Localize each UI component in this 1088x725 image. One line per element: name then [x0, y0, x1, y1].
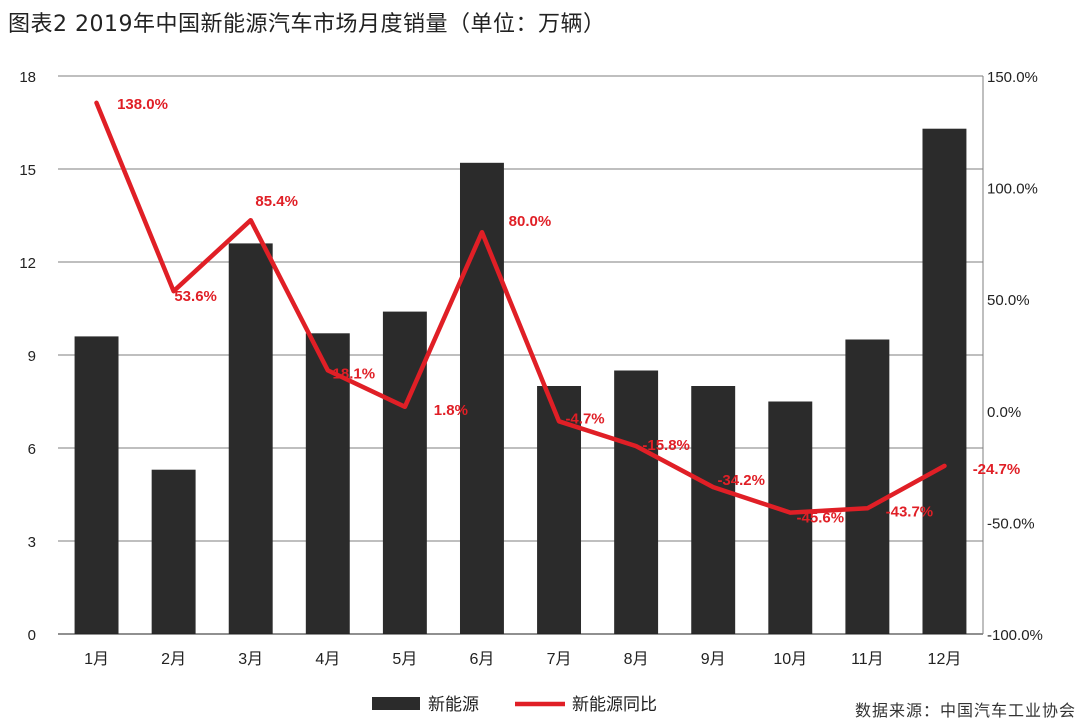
bar — [74, 336, 119, 634]
data-label: -45.6% — [797, 510, 845, 527]
gridlines — [58, 75, 983, 542]
x-tick-label: 12月 — [928, 651, 962, 668]
data-label: -24.7% — [973, 461, 1021, 478]
data-label: 80.0% — [509, 213, 552, 230]
data-label: 53.6% — [174, 288, 217, 305]
x-tick-label: 7月 — [547, 651, 572, 668]
bar — [922, 128, 967, 634]
bar — [305, 333, 350, 634]
x-tick-label: 3月 — [238, 651, 263, 668]
bar — [459, 162, 504, 635]
line-series — [94, 100, 947, 515]
y-right-tick-label: 0.0% — [987, 404, 1021, 421]
x-tick-label: 11月 — [851, 651, 884, 668]
chart-title: 图表2 2019年中国新能源汽车市场月度销量（单位：万辆） — [8, 12, 606, 37]
data-label: 1.8% — [434, 402, 468, 419]
y-left-tick-label: 15 — [19, 162, 36, 179]
legend-label-bar: 新能源 — [428, 695, 479, 714]
bar — [228, 243, 273, 634]
x-tick-label: 6月 — [470, 651, 495, 668]
y-right-tick-label: -100.0% — [987, 627, 1043, 644]
legend: 新能源 新能源同比 — [372, 695, 657, 714]
x-tick-label: 4月 — [315, 651, 340, 668]
bar-series — [74, 128, 967, 635]
y-right-tick-label: 150.0% — [987, 69, 1038, 86]
x-tick-label: 2月 — [161, 651, 186, 668]
y-left-tick-label: 0 — [28, 627, 36, 644]
legend-label-line: 新能源同比 — [572, 695, 657, 714]
x-tick-label: 8月 — [624, 651, 649, 668]
data-label: -34.2% — [717, 472, 765, 489]
bar — [845, 339, 890, 634]
bar — [768, 401, 813, 634]
bar — [691, 386, 736, 634]
x-tick-label: 5月 — [392, 651, 417, 668]
y-right-tick-label: 100.0% — [987, 181, 1038, 198]
data-label: 138.0% — [117, 96, 168, 113]
y-right-tick-label: 50.0% — [987, 292, 1030, 309]
x-tick-label: 1月 — [84, 651, 109, 668]
x-tick-label: 9月 — [701, 651, 726, 668]
source-note: 数据来源：中国汽车工业协会 — [854, 701, 1076, 720]
data-label: -43.7% — [886, 503, 934, 520]
y-right-tick-label: -50.0% — [987, 515, 1035, 532]
y-left-tick-label: 18 — [19, 69, 36, 86]
bar — [151, 469, 196, 634]
y-left-tick-label: 9 — [28, 348, 36, 365]
data-labels: 138.0% 53.6% 85.4% 18.1% 1.8% 80.0% -4.7% -15.8… — [117, 96, 1020, 527]
bar — [614, 370, 659, 634]
data-label: 18.1% — [333, 365, 376, 382]
data-label: 85.4% — [255, 193, 298, 210]
axes: 0 3 6 9 12 15 18 -100.0% -50.0% 0.0% 50.0% 100.0% 15… — [19, 69, 1043, 668]
x-tick-label: 10月 — [773, 651, 807, 668]
data-label: -4.7% — [565, 410, 604, 427]
y-left-tick-label: 3 — [28, 534, 36, 551]
yoy-line — [94, 100, 947, 515]
legend-swatch-bar — [372, 697, 420, 710]
y-left-tick-label: 6 — [28, 441, 36, 458]
y-left-tick-label: 12 — [19, 255, 36, 272]
bar — [382, 311, 427, 634]
data-label: -15.8% — [642, 437, 690, 454]
